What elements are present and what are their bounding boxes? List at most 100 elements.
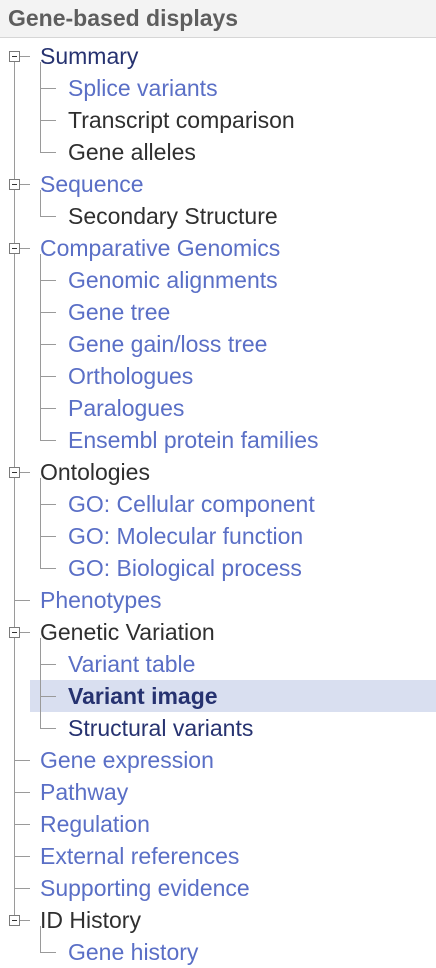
tree-connector: [40, 664, 56, 665]
panel-title: Gene-based displays: [8, 5, 239, 31]
tree-item-id-history[interactable]: ID History: [0, 904, 436, 936]
tree-item-label: Comparative Genomics: [40, 235, 281, 261]
tree-item-orthologues[interactable]: Orthologues: [0, 360, 436, 392]
tree-item-label: Orthologues: [68, 363, 194, 389]
tree-item-label: Phenotypes: [40, 587, 162, 613]
tree-connector: [40, 216, 56, 217]
tree-connector: [40, 280, 56, 281]
collapse-toggle-icon[interactable]: [9, 467, 20, 478]
tree-connector: [40, 568, 56, 569]
tree-item-label: Ontologies: [40, 459, 150, 485]
tree-item-gene-expression[interactable]: Gene expression: [0, 744, 436, 776]
tree-item-label: Regulation: [40, 811, 150, 837]
tree-connector: [40, 728, 56, 729]
tree-item-label: GO: Cellular component: [68, 491, 315, 517]
tree-item-sequence[interactable]: Sequence: [0, 168, 436, 200]
tree-item-ensembl-protein-families[interactable]: Ensembl protein families: [0, 424, 436, 456]
collapse-toggle-icon[interactable]: [9, 915, 20, 926]
tree-item-label: Variant image: [68, 683, 218, 709]
tree-item-regulation[interactable]: Regulation: [0, 808, 436, 840]
tree-item-splice-variants[interactable]: Splice variants: [0, 72, 436, 104]
tree-connector: [40, 152, 56, 153]
collapse-toggle-icon[interactable]: [9, 179, 20, 190]
tree-item-label: Pathway: [40, 779, 129, 805]
tree-item-gene-tree[interactable]: Gene tree: [0, 296, 436, 328]
tree-item-label: Genomic alignments: [68, 267, 278, 293]
tree-item-structural-variants[interactable]: Structural variants: [0, 712, 436, 744]
tree-item-variant-table[interactable]: Variant table: [0, 648, 436, 680]
tree-item-supporting-evidence[interactable]: Supporting evidence: [0, 872, 436, 904]
tree-connector: [20, 472, 30, 473]
collapse-toggle-icon[interactable]: [9, 51, 20, 62]
tree-item-label: Supporting evidence: [40, 875, 250, 901]
tree-connector: [40, 952, 56, 953]
tree-item-gene-gain-loss-tree[interactable]: Gene gain/loss tree: [0, 328, 436, 360]
tree-item-gene-alleles[interactable]: Gene alleles: [0, 136, 436, 168]
tree-item-label: Gene tree: [68, 299, 171, 325]
tree-item-label: Gene expression: [40, 747, 214, 773]
tree-item-label: Gene gain/loss tree: [68, 331, 268, 357]
tree-item-genetic-variation[interactable]: Genetic Variation: [0, 616, 436, 648]
tree-item-gene-history[interactable]: Gene history: [0, 936, 436, 968]
tree-connector: [40, 376, 56, 377]
tree-item-label: Gene history: [68, 939, 199, 965]
tree-connector: [40, 344, 56, 345]
tree-connector: [20, 184, 30, 185]
tree-item-paralogues[interactable]: Paralogues: [0, 392, 436, 424]
tree-item-label: Variant table: [68, 651, 196, 677]
tree-item-label: Structural variants: [68, 715, 254, 741]
tree-item-pathway[interactable]: Pathway: [0, 776, 436, 808]
tree-item-go-biological-process[interactable]: GO: Biological process: [0, 552, 436, 584]
collapse-toggle-icon[interactable]: [9, 243, 20, 254]
tree-connector: [40, 440, 56, 441]
tree-item-comparative-genomics[interactable]: Comparative Genomics: [0, 232, 436, 264]
tree-item-label: Sequence: [40, 171, 144, 197]
tree-connector: [14, 760, 30, 761]
tree-item-go-molecular-function[interactable]: GO: Molecular function: [0, 520, 436, 552]
tree-branch-line: [40, 478, 41, 568]
panel-header: Gene-based displays: [0, 0, 436, 38]
tree-branch-line: [40, 254, 41, 440]
tree-branch-line: [40, 638, 41, 728]
tree-branch-line: [40, 62, 41, 152]
tree-connector: [20, 56, 30, 57]
tree-connector: [14, 888, 30, 889]
tree-connector: [20, 248, 30, 249]
tree-connector: [14, 824, 30, 825]
tree-connector: [40, 696, 56, 697]
tree-connector: [40, 88, 56, 89]
tree-item-secondary-structure[interactable]: Secondary Structure: [0, 200, 436, 232]
tree-item-label: Paralogues: [68, 395, 185, 421]
tree-item-label: Ensembl protein families: [68, 427, 319, 453]
tree-item-ontologies[interactable]: Ontologies: [0, 456, 436, 488]
tree-item-label: Summary: [40, 43, 139, 69]
tree-item-label: Secondary Structure: [68, 203, 278, 229]
tree-item-genomic-alignments[interactable]: Genomic alignments: [0, 264, 436, 296]
collapse-toggle-icon[interactable]: [9, 627, 20, 638]
tree-connector: [40, 504, 56, 505]
tree-item-summary[interactable]: Summary: [0, 40, 436, 72]
tree-item-external-references[interactable]: External references: [0, 840, 436, 872]
tree-connector: [14, 792, 30, 793]
tree-branch-line: [40, 190, 41, 216]
tree-connector: [14, 856, 30, 857]
tree-connector: [40, 408, 56, 409]
tree-item-transcript-comparison[interactable]: Transcript comparison: [0, 104, 436, 136]
tree-item-label: Gene alleles: [68, 139, 196, 165]
tree-connector: [40, 536, 56, 537]
tree-item-label: GO: Molecular function: [68, 523, 304, 549]
tree-item-go-cellular-component[interactable]: GO: Cellular component: [0, 488, 436, 520]
tree-item-label: GO: Biological process: [68, 555, 302, 581]
tree-connector: [20, 920, 30, 921]
tree-item-phenotypes[interactable]: Phenotypes: [0, 584, 436, 616]
tree-trunk-line: [14, 56, 15, 920]
tree-item-label: Transcript comparison: [68, 107, 295, 133]
tree-item-label: Splice variants: [68, 75, 218, 101]
tree-item-label: External references: [40, 843, 240, 869]
tree-connector: [14, 600, 30, 601]
tree-connector: [40, 312, 56, 313]
tree-item-label: ID History: [40, 907, 141, 933]
tree-connector: [20, 632, 30, 633]
tree-item-variant-image[interactable]: Variant image: [0, 680, 436, 712]
